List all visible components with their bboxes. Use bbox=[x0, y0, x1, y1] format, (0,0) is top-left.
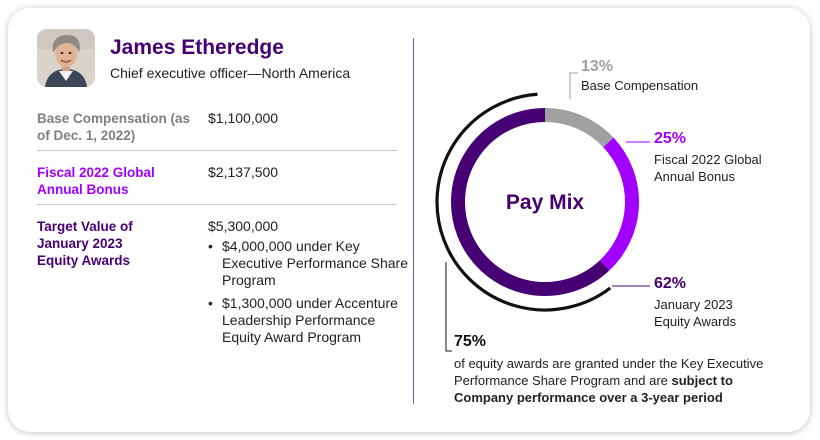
person-photo-icon bbox=[37, 29, 95, 87]
leader-line-note bbox=[445, 262, 452, 352]
donut-segment-base bbox=[544, 108, 614, 148]
annual-bonus-value: $2,137,500 bbox=[208, 164, 279, 180]
donut-segment-bonus bbox=[599, 137, 639, 271]
row-divider bbox=[37, 204, 397, 205]
base-segment-label: Base Compensation bbox=[581, 78, 699, 93]
bonus-percent: 25% bbox=[654, 130, 687, 147]
bonus-segment-label: Fiscal 2022 Global Annual Bonus bbox=[654, 152, 762, 184]
equity-percent: 62% bbox=[654, 275, 687, 292]
base-percent: 13% bbox=[581, 58, 614, 75]
equity-awards-breakdown: • $4,000,000 under Key Executive Perform… bbox=[208, 238, 408, 352]
equity-bullet-text: $1,300,000 under Accenture Leadership Pe… bbox=[222, 295, 398, 345]
equity-note-text: of equity awards are granted under the K… bbox=[454, 355, 794, 406]
equity-awards-value: $5,300,000 bbox=[208, 218, 279, 234]
equity-note-bold: subject to Company performance over a 3-… bbox=[454, 373, 733, 405]
executive-name: James Etheredge bbox=[110, 36, 284, 59]
bullet-icon: • bbox=[208, 295, 213, 311]
equity-note-percent: 75% bbox=[454, 333, 487, 350]
donut-segment-equity bbox=[451, 108, 610, 296]
row-divider bbox=[37, 150, 397, 151]
pay-mix-card bbox=[8, 8, 810, 432]
annual-bonus-label: Fiscal 2022 Global Annual Bonus bbox=[37, 165, 155, 197]
executive-avatar bbox=[37, 29, 95, 87]
equity-bullet-text: $4,000,000 under Key Executive Performan… bbox=[222, 238, 408, 288]
equity-bracket bbox=[435, 92, 612, 312]
list-item: • $4,000,000 under Key Executive Perform… bbox=[208, 238, 408, 289]
equity-awards-label: Target Value of January 2023 Equity Awar… bbox=[37, 219, 133, 268]
pay-mix-donut bbox=[451, 108, 639, 296]
chart-title: Pay Mix bbox=[506, 191, 585, 214]
base-compensation-label: Base Compensation (as of Dec. 1, 2022) bbox=[37, 111, 191, 143]
list-item: • $1,300,000 under Accenture Leadership … bbox=[208, 295, 408, 346]
base-compensation-value: $1,100,000 bbox=[208, 110, 279, 126]
equity-segment-label: January 2023 Equity Awards bbox=[654, 297, 737, 329]
column-divider bbox=[413, 38, 414, 404]
executive-title: Chief executive officer—North America bbox=[110, 65, 351, 81]
leader-line-base bbox=[569, 72, 578, 99]
bullet-icon: • bbox=[208, 238, 213, 254]
equity-note-plain: of equity awards are granted under the K… bbox=[454, 356, 764, 388]
